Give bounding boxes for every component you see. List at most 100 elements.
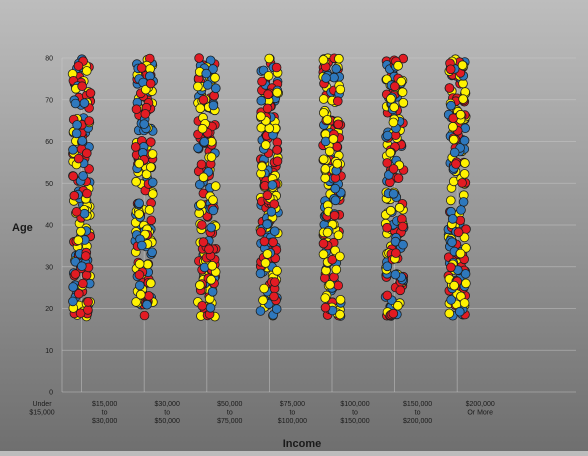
data-point <box>77 261 87 272</box>
x-tick-label: $50,000 to $75,000 <box>217 401 242 425</box>
data-point <box>321 73 331 83</box>
data-point <box>204 244 214 255</box>
data-point <box>136 289 146 300</box>
data-point <box>386 94 396 104</box>
data-point <box>391 248 401 258</box>
data-point <box>85 88 96 98</box>
data-point <box>259 283 269 294</box>
data-point <box>262 103 273 114</box>
data-point <box>318 55 329 65</box>
data-point <box>320 293 331 303</box>
data-point <box>320 173 331 183</box>
data-point <box>134 270 145 280</box>
data-point <box>137 240 147 251</box>
data-point <box>322 227 333 238</box>
data-point <box>142 299 152 310</box>
x-tick-labels: Under $15,000 $15,000 to $30,000 $30,000 to $50… <box>29 401 495 425</box>
data-point <box>444 83 455 93</box>
data-point <box>335 294 346 305</box>
data-point <box>206 222 217 233</box>
data-point <box>205 302 216 313</box>
data-point <box>84 116 94 126</box>
data-point <box>77 81 87 91</box>
data-point <box>454 306 465 317</box>
data-point <box>330 195 341 206</box>
y-tick-label: 70 <box>45 97 53 104</box>
data-point <box>262 249 273 259</box>
data-point <box>445 195 456 206</box>
data-point <box>202 80 213 90</box>
data-point <box>147 149 158 159</box>
data-point <box>71 128 82 139</box>
data-point <box>260 140 271 150</box>
x-tick-label: Under $15,000 <box>29 401 54 417</box>
data-point <box>208 100 219 111</box>
data-point <box>334 53 344 64</box>
data-point <box>332 158 343 169</box>
data-point <box>130 142 141 152</box>
data-point <box>206 152 217 162</box>
data-point <box>458 94 468 104</box>
data-point <box>131 297 141 307</box>
data-point <box>455 248 466 259</box>
data-point <box>322 115 333 125</box>
data-point <box>271 304 282 314</box>
y-tick-label: 50 <box>45 181 53 188</box>
data-point <box>131 176 141 187</box>
data-point <box>455 109 466 120</box>
data-point <box>193 81 203 92</box>
x-tick-label: $75,000 to $100,000 <box>278 401 307 425</box>
data-point <box>382 222 392 233</box>
data-point <box>146 278 156 289</box>
data-point <box>144 205 155 215</box>
data-point <box>197 123 208 134</box>
data-point <box>68 145 78 155</box>
data-point <box>148 189 158 199</box>
data-point <box>269 226 280 237</box>
y-tick-label: 40 <box>45 223 53 230</box>
data-point <box>257 76 267 87</box>
data-point <box>320 164 331 174</box>
y-tick-label: 60 <box>45 139 53 146</box>
data-point <box>135 280 145 291</box>
data-point <box>256 227 266 237</box>
data-point <box>78 278 88 289</box>
data-point <box>382 290 393 301</box>
data-point <box>68 282 78 292</box>
data-point <box>211 83 221 94</box>
data-point <box>396 76 407 87</box>
data-point <box>210 181 221 191</box>
data-point <box>397 87 408 97</box>
data-point <box>139 119 150 129</box>
data-point <box>459 298 470 308</box>
x-tick-label: $30,000 to $50,000 <box>155 401 180 425</box>
data-point <box>448 122 458 132</box>
data-point <box>329 210 340 221</box>
data-point <box>206 274 216 285</box>
data-point <box>193 143 203 153</box>
data-point <box>395 285 406 296</box>
data-point <box>333 280 344 291</box>
data-point <box>335 251 345 262</box>
data-point <box>77 136 88 146</box>
data-point <box>84 164 94 174</box>
data-point <box>459 169 470 179</box>
data-point <box>144 291 154 301</box>
data-point <box>147 177 158 188</box>
data-point <box>329 72 339 83</box>
data-point <box>459 135 470 146</box>
data-point <box>331 264 342 275</box>
data-point <box>397 221 408 232</box>
data-point <box>256 111 266 122</box>
data-point <box>197 220 207 230</box>
data-point <box>263 89 273 100</box>
data-point <box>139 310 150 321</box>
data-point <box>198 237 209 247</box>
data-point <box>269 291 279 302</box>
data-point <box>70 269 81 279</box>
data-point <box>73 153 84 164</box>
data-point <box>385 205 396 216</box>
data-point <box>82 188 92 199</box>
data-point <box>262 219 272 230</box>
data-point <box>83 305 93 315</box>
